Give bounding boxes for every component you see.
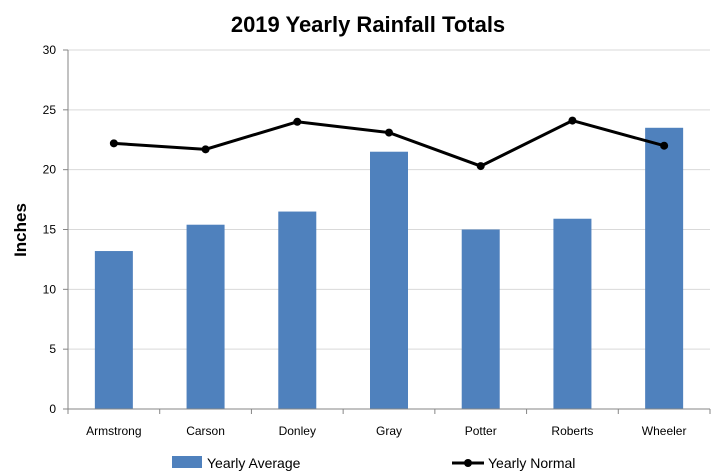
bar-roberts	[553, 218, 592, 409]
legend-label-yearly-normal: Yearly Normal	[488, 455, 575, 471]
y-tick-label-25: 25	[43, 103, 57, 117]
x-tick-label-carson: Carson	[186, 424, 225, 438]
chart-title: 2019 Yearly Rainfall Totals	[231, 12, 505, 37]
y-tick-label-10: 10	[43, 282, 57, 296]
x-tick-label-potter: Potter	[465, 424, 497, 438]
bar-armstrong	[94, 251, 133, 409]
bar-carson	[186, 224, 225, 409]
bar-series	[94, 127, 684, 410]
y-tick-label-0: 0	[49, 402, 56, 416]
point-wheeler	[660, 141, 669, 150]
point-gray	[385, 128, 393, 137]
point-carson	[201, 145, 210, 154]
axes: 0 5 10 15 20 25 30 Armstrong Carson Donley Gray Pot…	[43, 43, 711, 438]
point-roberts	[568, 116, 577, 125]
y-tick-label-20: 20	[43, 163, 57, 177]
bar-donley	[278, 211, 317, 409]
x-tick-label-gray: Gray	[376, 424, 402, 438]
y-tick-label-30: 30	[43, 43, 57, 57]
point-armstrong	[109, 139, 118, 148]
legend-marker-yearly-normal	[464, 459, 472, 467]
y-tick-label-15: 15	[43, 223, 57, 237]
legend: Yearly Average Yearly Normal	[172, 455, 575, 471]
legend-label-yearly-average: Yearly Average	[207, 455, 301, 471]
x-tick-label-wheeler: Wheeler	[642, 424, 687, 438]
y-tick-label-5: 5	[49, 342, 56, 356]
x-tick-label-roberts: Roberts	[551, 424, 593, 438]
x-tick-label-donley: Donley	[279, 424, 316, 438]
bar-potter	[461, 229, 500, 409]
y-axis-label: Inches	[11, 203, 30, 257]
line-series	[109, 116, 669, 171]
bar-wheeler	[645, 127, 684, 410]
legend-swatch-yearly-average	[172, 456, 202, 468]
point-donley	[293, 117, 302, 126]
x-tick-label-armstrong: Armstrong	[86, 424, 141, 438]
bar-gray	[370, 151, 408, 409]
point-potter	[476, 162, 485, 171]
